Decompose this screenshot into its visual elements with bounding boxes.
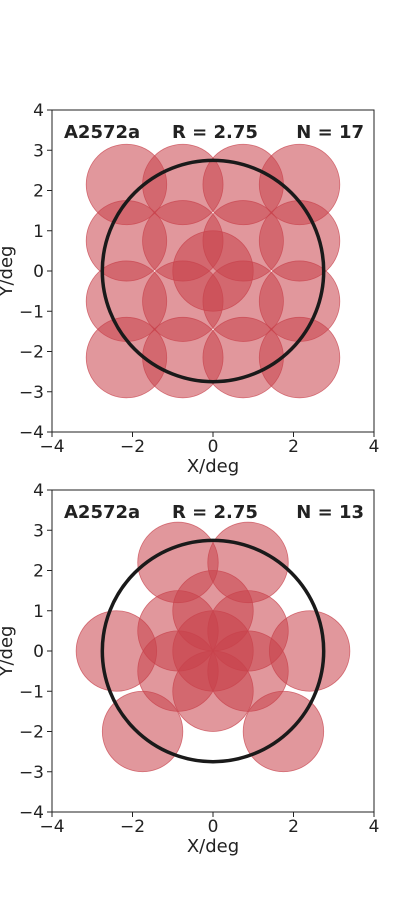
x-tick-label-bottom-3: 2 — [288, 817, 299, 837]
y-tick-label-bottom-5: 1 — [33, 602, 44, 622]
pointing-circle-top-16 — [258, 316, 341, 399]
title-radius-top: R = 2.75 — [172, 122, 258, 143]
pointing-circle-bottom-9 — [75, 610, 158, 692]
pointings-top — [85, 143, 341, 399]
y-tick-label-top-0: −4 — [19, 423, 44, 443]
x-tick-label-top-3: 2 — [288, 437, 299, 457]
x-ticks-top: −4 −2 0 2 4 — [39, 432, 379, 457]
x-tick-label-top-1: −2 — [120, 437, 145, 457]
pointing-circle-bottom-7 — [207, 521, 289, 604]
y-tick-label-top-4: 0 — [33, 262, 44, 282]
y-axis-label-bottom: Y/deg — [0, 626, 17, 678]
x-tick-label-top-2: 0 — [208, 437, 219, 457]
y-tick-label-bottom-8: 4 — [33, 481, 44, 501]
x-ticks-bottom: −4 −2 0 2 4 — [39, 812, 379, 837]
x-tick-label-bottom-2: 0 — [208, 817, 219, 837]
x-tick-label-bottom-0: −4 — [39, 817, 64, 837]
pointing-circle-bottom-11 — [101, 690, 184, 773]
pointing-circle-bottom-8 — [137, 521, 219, 604]
outer-radius-circle-bottom — [100, 538, 326, 764]
y-tick-label-top-5: 1 — [33, 222, 44, 242]
y-tick-label-bottom-6: 2 — [33, 562, 44, 582]
x-axis-label-top: X/deg — [187, 456, 239, 477]
title-cluster-top: A2572a — [64, 122, 140, 143]
y-ticks-top: −4 −3 −2 −1 0 1 2 3 4 — [19, 101, 52, 443]
pointing-circle-bottom-12 — [242, 690, 325, 773]
x-tick-label-bottom-4: 4 — [369, 817, 380, 837]
y-tick-label-bottom-4: 0 — [33, 642, 44, 662]
y-tick-label-top-1: −3 — [19, 383, 44, 403]
pointings-bottom — [75, 521, 351, 773]
y-tick-label-top-2: −2 — [19, 343, 44, 363]
outer-radius-circle-top — [100, 158, 326, 384]
title-radius-bottom: R = 2.75 — [172, 502, 258, 523]
y-tick-label-bottom-3: −1 — [19, 682, 44, 702]
y-tick-label-top-8: 4 — [33, 101, 44, 121]
pointing-circle-bottom-10 — [268, 610, 351, 692]
y-tick-label-bottom-0: −4 — [19, 803, 44, 823]
y-tick-label-bottom-2: −2 — [19, 723, 44, 743]
x-tick-label-top-4: 4 — [369, 437, 380, 457]
y-tick-label-bottom-1: −3 — [19, 763, 44, 783]
y-tick-label-top-3: −1 — [19, 302, 44, 322]
title-cluster-bottom: A2572a — [64, 502, 140, 523]
y-ticks-bottom: −4 −3 −2 −1 0 1 2 3 4 — [19, 481, 52, 823]
x-tick-label-bottom-1: −2 — [120, 817, 145, 837]
panel-top: −4 −2 0 2 4 −4 −3 −2 −1 0 1 2 3 4 X/deg Y/deg A2572a… — [0, 101, 379, 477]
y-axis-label-top: Y/deg — [0, 246, 17, 298]
y-tick-label-bottom-7: 3 — [33, 521, 44, 541]
x-tick-label-top-0: −4 — [39, 437, 64, 457]
title-count-top: N = 17 — [296, 122, 364, 143]
x-axis-label-bottom: X/deg — [187, 836, 239, 857]
panel-bottom: −4 −2 0 2 4 −4 −3 −2 −1 0 1 2 3 4 X/deg Y/deg A2572a… — [0, 481, 379, 857]
y-tick-label-top-7: 3 — [33, 141, 44, 161]
title-count-bottom: N = 13 — [296, 502, 364, 523]
y-tick-label-top-6: 2 — [33, 182, 44, 202]
